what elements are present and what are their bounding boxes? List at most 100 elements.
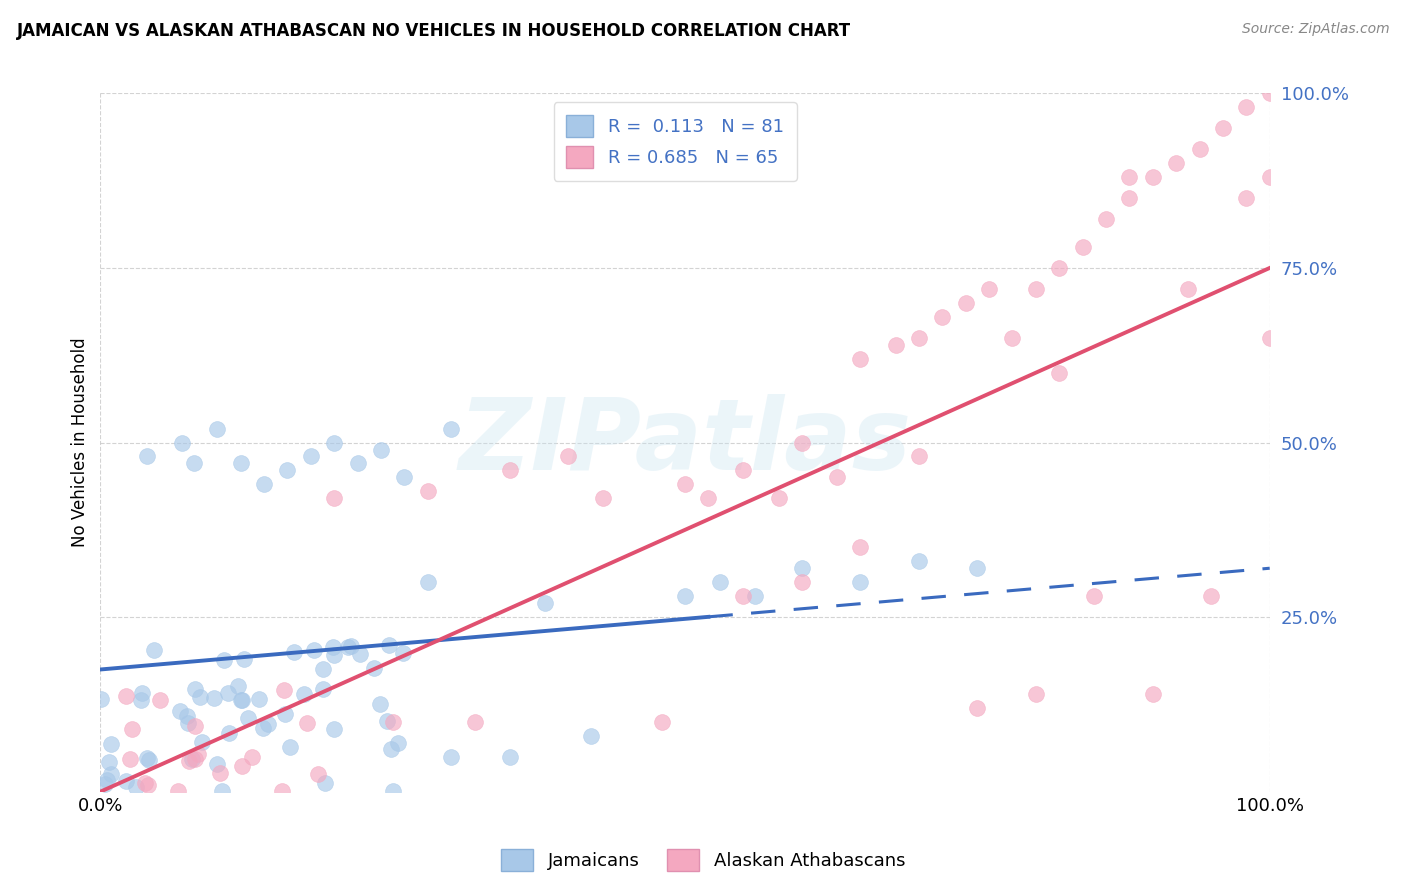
Point	[768, 491, 790, 506]
Point	[733, 589, 755, 603]
Point	[100, 767, 122, 781]
Point	[217, 686, 239, 700]
Point	[218, 725, 240, 739]
Legend: Jamaicans, Alaskan Athabascans: Jamaicans, Alaskan Athabascans	[494, 842, 912, 879]
Point	[377, 714, 399, 728]
Point	[314, 776, 336, 790]
Point	[121, 722, 143, 736]
Point	[1025, 282, 1047, 296]
Point	[416, 484, 439, 499]
Point	[118, 751, 141, 765]
Point	[131, 686, 153, 700]
Point	[849, 351, 872, 366]
Point	[1166, 156, 1188, 170]
Point	[136, 450, 159, 464]
Point	[651, 714, 673, 729]
Point	[188, 690, 211, 704]
Point	[790, 435, 813, 450]
Point	[180, 752, 202, 766]
Point	[346, 457, 368, 471]
Point	[138, 753, 160, 767]
Point	[966, 701, 988, 715]
Point	[1212, 121, 1234, 136]
Point	[273, 706, 295, 721]
Point	[1095, 212, 1118, 227]
Point	[207, 421, 229, 435]
Y-axis label: No Vehicles in Household: No Vehicles in Household	[72, 338, 89, 548]
Point	[673, 589, 696, 603]
Point	[977, 282, 1000, 296]
Point	[97, 755, 120, 769]
Point	[115, 689, 138, 703]
Point	[191, 735, 214, 749]
Point	[207, 756, 229, 771]
Point	[90, 691, 112, 706]
Point	[557, 450, 579, 464]
Point	[183, 682, 205, 697]
Point	[212, 653, 235, 667]
Point	[183, 457, 205, 471]
Point	[100, 737, 122, 751]
Point	[378, 638, 401, 652]
Point	[167, 784, 190, 798]
Point	[733, 463, 755, 477]
Point	[177, 754, 200, 768]
Point	[312, 681, 335, 696]
Point	[283, 645, 305, 659]
Text: Source: ZipAtlas.com: Source: ZipAtlas.com	[1241, 22, 1389, 37]
Point	[363, 661, 385, 675]
Point	[825, 470, 848, 484]
Point	[149, 693, 172, 707]
Point	[884, 338, 907, 352]
Point	[1001, 331, 1024, 345]
Point	[931, 310, 953, 324]
Point	[744, 589, 766, 603]
Point	[1047, 366, 1070, 380]
Point	[908, 554, 931, 568]
Point	[849, 541, 872, 555]
Point	[202, 690, 225, 705]
Point	[322, 723, 344, 737]
Point	[96, 773, 118, 788]
Point	[394, 470, 416, 484]
Point	[581, 729, 603, 743]
Point	[312, 662, 335, 676]
Point	[299, 450, 322, 464]
Point	[115, 774, 138, 789]
Point	[673, 477, 696, 491]
Point	[498, 749, 520, 764]
Point	[276, 463, 298, 477]
Point	[247, 692, 270, 706]
Point	[231, 692, 253, 706]
Point	[231, 693, 253, 707]
Point	[340, 640, 363, 654]
Point	[273, 683, 295, 698]
Point	[322, 648, 344, 663]
Point	[240, 749, 263, 764]
Point	[966, 561, 988, 575]
Point	[183, 751, 205, 765]
Point	[955, 296, 977, 310]
Point	[1142, 687, 1164, 701]
Point	[368, 697, 391, 711]
Point	[226, 679, 249, 693]
Point	[416, 575, 439, 590]
Point	[1199, 589, 1222, 603]
Point	[849, 575, 872, 590]
Point	[172, 435, 194, 450]
Point	[278, 739, 301, 754]
Point	[208, 766, 231, 780]
Point	[323, 491, 346, 506]
Point	[592, 491, 614, 506]
Legend: R =  0.113   N = 81, R = 0.685   N = 65: R = 0.113 N = 81, R = 0.685 N = 65	[554, 103, 797, 181]
Point	[1142, 170, 1164, 185]
Point	[322, 640, 344, 654]
Point	[498, 463, 520, 477]
Point	[177, 716, 200, 731]
Point	[176, 709, 198, 723]
Point	[387, 736, 409, 750]
Point	[1118, 170, 1140, 185]
Point	[143, 643, 166, 657]
Point	[1258, 331, 1281, 345]
Point	[382, 784, 405, 798]
